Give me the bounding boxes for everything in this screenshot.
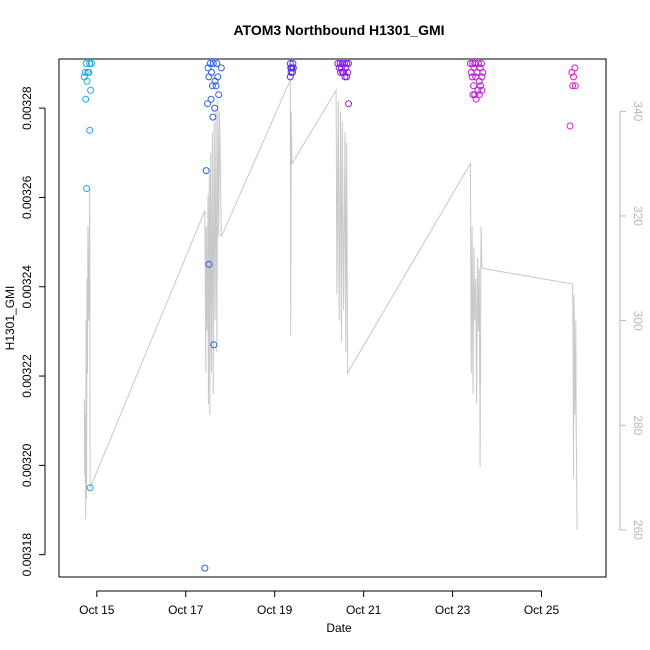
y-tick-label: 0.00322 [20, 354, 34, 398]
line-series [83, 79, 578, 530]
y-tick-label: 0.00320 [20, 443, 34, 487]
data-point [206, 60, 214, 67]
data-point [209, 60, 217, 67]
data-point [83, 185, 91, 192]
data-point [202, 167, 210, 175]
x-tick-label: Oct 17 [168, 603, 204, 617]
y-tick-label: 0.00318 [20, 533, 34, 577]
data-point [82, 60, 90, 67]
data-point [88, 60, 95, 67]
data-point [343, 73, 351, 81]
data-point [571, 82, 579, 90]
data-point [204, 64, 212, 72]
data-point [478, 86, 486, 94]
data-point [289, 64, 297, 72]
y-tick-label: 0.00326 [20, 175, 34, 219]
data-point [339, 68, 347, 76]
data-point [214, 73, 222, 81]
data-point [570, 73, 577, 81]
y2-tick-label: 340 [631, 101, 645, 121]
data-point [477, 82, 485, 90]
data-point [82, 95, 90, 103]
data-point [86, 126, 94, 134]
data-point [568, 68, 576, 76]
data-point [83, 77, 91, 85]
data-point [470, 82, 477, 90]
data-point [474, 60, 482, 67]
data-point [345, 100, 352, 108]
y2-tick-label: 280 [631, 415, 645, 435]
data-point [209, 113, 217, 121]
data-point [86, 484, 94, 492]
data-point [85, 68, 93, 76]
data-point [334, 60, 342, 67]
data-point [479, 68, 487, 76]
data-point [286, 73, 294, 81]
data-point [81, 68, 89, 76]
data-point [335, 64, 343, 72]
data-point [466, 60, 474, 67]
data-point [566, 122, 574, 130]
data-point [215, 91, 223, 99]
data-point [207, 95, 215, 103]
data-point [471, 60, 479, 67]
data-point [289, 60, 297, 67]
data-point [212, 82, 220, 90]
x-tick-label: Oct 21 [346, 603, 382, 617]
x-tick-label: Oct 19 [257, 603, 293, 617]
x-tick-label: Oct 23 [435, 603, 471, 617]
data-point [336, 60, 344, 67]
y2-tick-label: 320 [631, 206, 645, 226]
data-point [217, 64, 225, 72]
data-point [204, 100, 211, 108]
y-tick-label: 0.00328 [20, 86, 34, 130]
data-point [87, 86, 95, 94]
data-point [208, 82, 216, 90]
data-point [205, 260, 213, 268]
x-axis-title: Date [326, 621, 352, 635]
data-point [208, 68, 215, 76]
y-axis-title: H1301_GMI [3, 286, 17, 351]
axis-layer: Oct 15 Oct 17 Oct 19 Oct 21 Oct 23 Oct 25 0.00… [20, 86, 645, 617]
data-point [478, 60, 485, 67]
y2-tick-label: 260 [631, 520, 645, 540]
line-layer [83, 79, 578, 530]
data-point [211, 104, 219, 112]
data-point [468, 73, 476, 81]
data-point [210, 341, 218, 349]
data-point [478, 73, 486, 81]
data-point [201, 564, 209, 572]
y-tick-label: 0.00324 [20, 265, 34, 309]
data-point [213, 60, 221, 67]
data-point [569, 82, 577, 90]
x-tick-label: Oct 25 [524, 603, 560, 617]
data-point [469, 91, 477, 99]
point-layer [80, 60, 579, 572]
plot-frame [58, 58, 607, 578]
y2-tick-label: 300 [631, 311, 645, 331]
chart-title: ATOM3 Northbound H1301_GMI [233, 22, 444, 38]
data-point [337, 68, 344, 76]
x-tick-label: Oct 15 [79, 603, 115, 617]
